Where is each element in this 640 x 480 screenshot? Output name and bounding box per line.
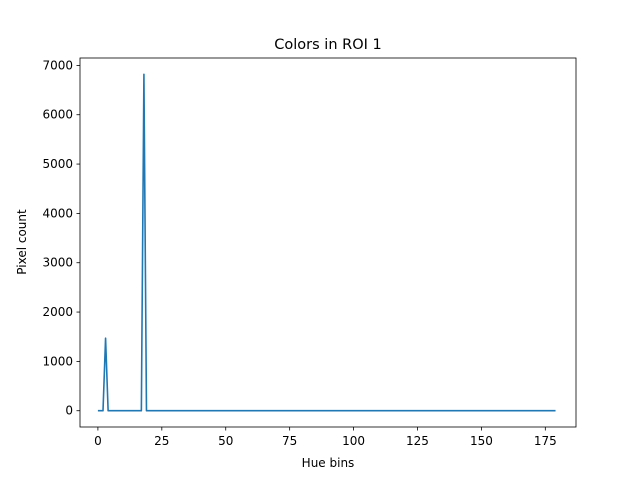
chart-title: Colors in ROI 1 — [274, 37, 381, 53]
plot-frame — [79, 57, 577, 428]
y-tick-label: 5000 — [42, 157, 73, 171]
x-axis-ticks: 0 25 50 75 100 125 150 175 — [94, 427, 557, 448]
series-layer — [97, 73, 556, 412]
x-tick-label: 50 — [218, 434, 233, 448]
y-tick-label: 1000 — [42, 354, 73, 368]
y-axis-ticks: 0 1000 2000 3000 4000 5000 6000 7000 — [42, 58, 80, 418]
x-tick-label: 175 — [534, 434, 557, 448]
series-line — [97, 73, 556, 412]
y-tick-label: 4000 — [42, 206, 73, 220]
x-tick-label: 100 — [342, 434, 365, 448]
x-tick-label: 75 — [282, 434, 297, 448]
plot-area — [80, 58, 576, 427]
x-tick-label: 0 — [94, 434, 102, 448]
y-tick-label: 7000 — [42, 58, 73, 72]
y-tick-label: 2000 — [42, 305, 73, 319]
y-tick-label: 0 — [65, 404, 73, 418]
x-tick-label: 150 — [470, 434, 493, 448]
x-tick-label: 125 — [406, 434, 429, 448]
x-axis-label: Hue bins — [302, 456, 355, 470]
y-tick-label: 6000 — [42, 108, 73, 122]
y-axis-label: Pixel count — [15, 209, 29, 275]
y-tick-label: 3000 — [42, 256, 73, 270]
x-tick-label: 25 — [154, 434, 169, 448]
